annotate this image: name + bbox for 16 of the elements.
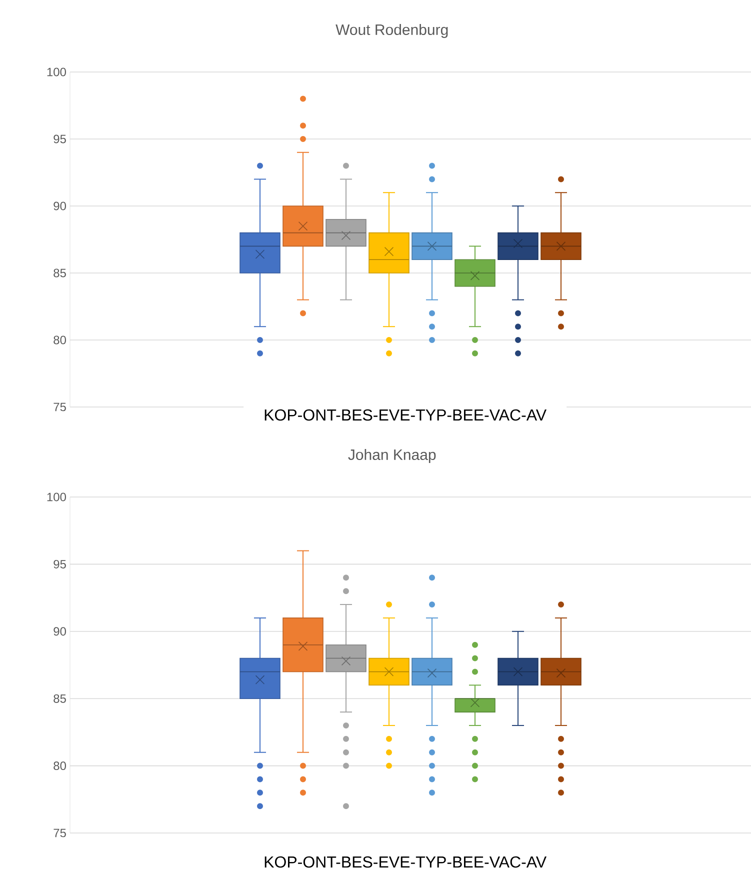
y-tick-label: 85 <box>53 268 66 278</box>
y-tick-label: 95 <box>53 560 66 568</box>
y-tick-label: 100 <box>47 68 66 76</box>
y-tick-label: 85 <box>53 694 66 703</box>
chart-title: Wout Rodenburg <box>335 24 448 38</box>
y-tick-label: 80 <box>53 762 66 770</box>
x-axis-title: KOP-ONT-BES-EVE-TYP-BEE-VAC-AV <box>264 409 546 421</box>
y-tick-label: 100 <box>47 492 66 502</box>
chart-title: Johan Knaap <box>348 449 436 463</box>
y-tick-label: 95 <box>53 134 66 144</box>
y-tick-label: 90 <box>53 202 66 210</box>
y-tick-label: 75 <box>54 402 66 412</box>
x-axis-title: KOP-ONT-BES-EVE-TYP-BEE-VAC-AV <box>264 856 546 868</box>
y-tick-label: 75 <box>54 828 66 838</box>
y-tick-label: 90 <box>53 627 66 636</box>
y-tick-label: 80 <box>53 336 66 344</box>
